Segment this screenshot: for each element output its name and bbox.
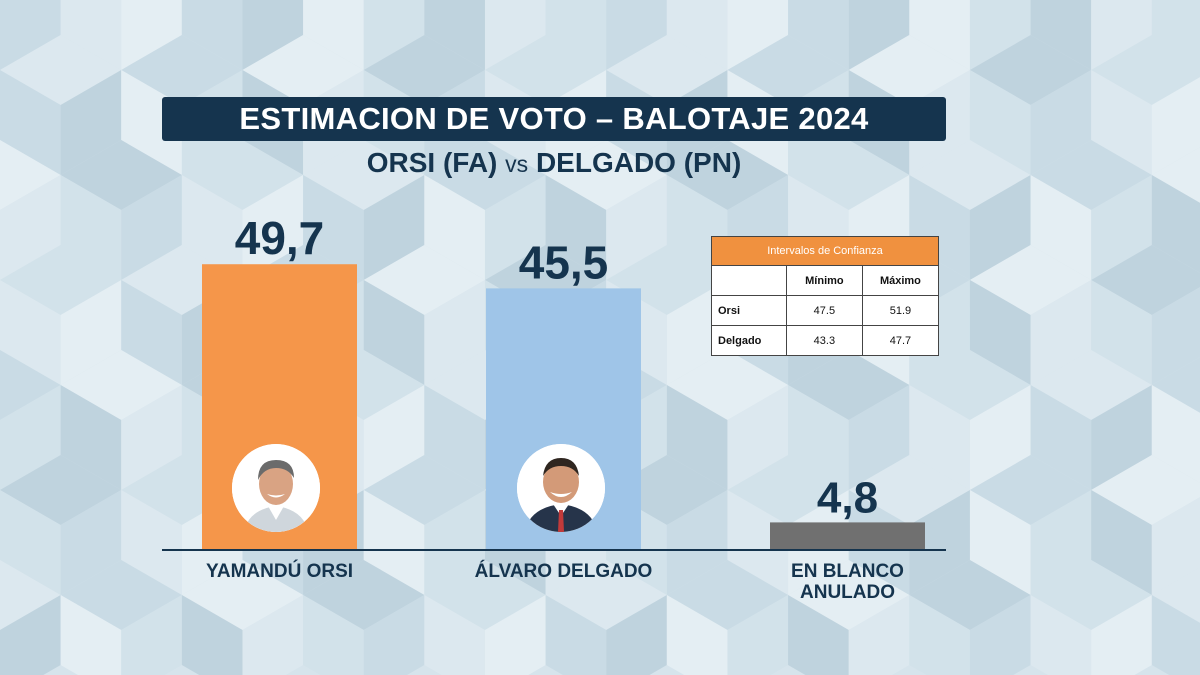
ci-cell-min: 43.3 — [785, 325, 863, 356]
ci-cell-min: 47.5 — [785, 295, 863, 326]
orsi-photo-icon — [232, 444, 320, 532]
category-label: ÁLVARO DELGADO — [475, 560, 653, 582]
ci-corner-cell — [711, 265, 787, 296]
ci-row-orsi: Orsi 47.5 51.9 — [711, 295, 940, 326]
subtitle-orsi: ORSI (FA) — [366, 147, 498, 178]
ci-col-min: Mínimo — [785, 265, 863, 296]
delgado-photo-icon — [517, 444, 605, 532]
ci-cell-max: 51.9 — [861, 295, 940, 326]
confidence-interval-table: Intervalos de Confianza Mínimo Máximo Or… — [711, 236, 940, 356]
bar-3 — [770, 522, 925, 550]
category-label: ANULADO — [800, 582, 895, 603]
ci-row-label: Delgado — [711, 325, 787, 356]
ci-row-delgado: Delgado 43.3 47.7 — [711, 325, 940, 356]
ci-col-max: Máximo — [861, 265, 940, 296]
value-label: 45,5 — [519, 236, 609, 288]
category-label: YAMANDÚ ORSI — [206, 560, 353, 582]
value-label: 4,8 — [817, 473, 878, 522]
value-label: 49,7 — [235, 212, 325, 264]
category-label: EN BLANCO — [791, 561, 904, 582]
ci-table-title: Intervalos de Confianza — [711, 236, 939, 266]
ci-cell-max: 47.7 — [861, 325, 940, 356]
subtitle-delgado: DELGADO (PN) — [535, 147, 742, 178]
subtitle-vs: vs — [505, 151, 529, 177]
chart-subtitle: ORSI (FA) vs DELGADO (PN) — [162, 143, 946, 183]
chart-title: ESTIMACION DE VOTO – BALOTAJE 2024 — [162, 97, 946, 141]
ci-row-label: Orsi — [711, 295, 787, 326]
